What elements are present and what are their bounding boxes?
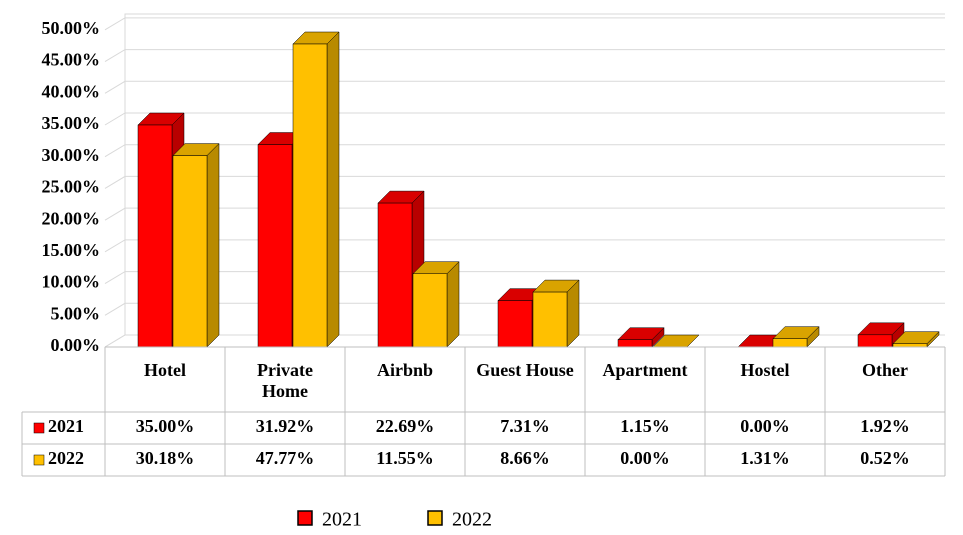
table-value: 0.00%	[620, 448, 670, 468]
grid-line	[104, 144, 945, 158]
legend-key	[33, 422, 45, 434]
grid-line	[104, 271, 945, 285]
table-value: 35.00%	[136, 416, 195, 436]
table-value: 7.31%	[500, 416, 550, 436]
table-value: 1.31%	[740, 448, 790, 468]
y-tick-label: 40.00%	[42, 81, 101, 101]
bar-side	[446, 261, 460, 348]
legend-key	[297, 510, 313, 526]
x-tick-label: Other	[862, 360, 908, 380]
x-tick-label-box: Other	[862, 360, 908, 380]
grid-line	[104, 175, 945, 189]
row-header: 2021	[48, 416, 84, 436]
bar	[772, 338, 808, 348]
table-value: 30.18%	[136, 448, 195, 468]
bar	[137, 124, 173, 348]
table-value: 1.15%	[620, 416, 670, 436]
table-value: 0.00%	[740, 416, 790, 436]
legend-label: 2021	[322, 509, 362, 531]
x-tick-label: Guest House	[476, 360, 574, 380]
table-value: 11.55%	[376, 448, 434, 468]
x-tick-label: Hotel	[144, 360, 186, 380]
y-tick-label: 5.00%	[51, 303, 101, 323]
bar	[412, 273, 448, 348]
x-tick-label: Apartment	[602, 360, 688, 380]
bar	[497, 300, 533, 348]
bar	[292, 43, 328, 348]
table-value: 1.92%	[860, 416, 910, 436]
bar	[532, 291, 568, 348]
y-tick-label: 50.00%	[42, 18, 101, 38]
bar-side	[326, 31, 340, 348]
x-tick-label: Private Home	[257, 360, 313, 401]
y-tick-label: 35.00%	[42, 113, 101, 133]
y-tick-label: 25.00%	[42, 177, 101, 197]
grid-line	[104, 17, 945, 31]
x-tick-label-box: Private Home	[257, 360, 313, 401]
x-tick-label: Airbnb	[376, 360, 434, 380]
y-tick-label: 10.00%	[42, 272, 101, 292]
x-tick-label-box: Guest House	[476, 360, 574, 380]
y-tick-label: 15.00%	[42, 240, 101, 260]
x-tick-label: Hostel	[740, 360, 790, 380]
bar	[377, 202, 413, 348]
bar	[857, 334, 893, 348]
legend-key	[427, 510, 443, 526]
y-tick-label: 45.00%	[42, 50, 101, 70]
table-value: 47.77%	[256, 448, 315, 468]
bar-side	[206, 142, 220, 348]
grid-line	[104, 207, 945, 221]
table-value: 22.69%	[376, 416, 435, 436]
y-tick-label: 0.00%	[51, 335, 101, 355]
bar	[617, 339, 653, 348]
x-tick-label-box: Hotel	[144, 360, 186, 380]
table-value: 0.52%	[860, 448, 910, 468]
grid-line	[104, 112, 945, 126]
bar	[257, 144, 293, 348]
x-tick-label-box: Apartment	[602, 360, 688, 380]
legend-label: 2022	[452, 509, 492, 531]
table-value: 8.66%	[500, 448, 550, 468]
x-tick-label-box: Hostel	[740, 360, 790, 380]
y-tick-label: 30.00%	[42, 145, 101, 165]
legend-key	[33, 454, 45, 466]
row-header: 2022	[48, 448, 84, 468]
y-tick-label: 20.00%	[42, 208, 101, 228]
x-tick-label-box: Airbnb	[376, 360, 434, 380]
grid-line	[104, 302, 945, 316]
grid-line	[104, 80, 945, 94]
grid-line	[104, 239, 945, 253]
grid-line	[104, 49, 945, 63]
bar	[172, 155, 208, 348]
table-value: 31.92%	[256, 416, 315, 436]
